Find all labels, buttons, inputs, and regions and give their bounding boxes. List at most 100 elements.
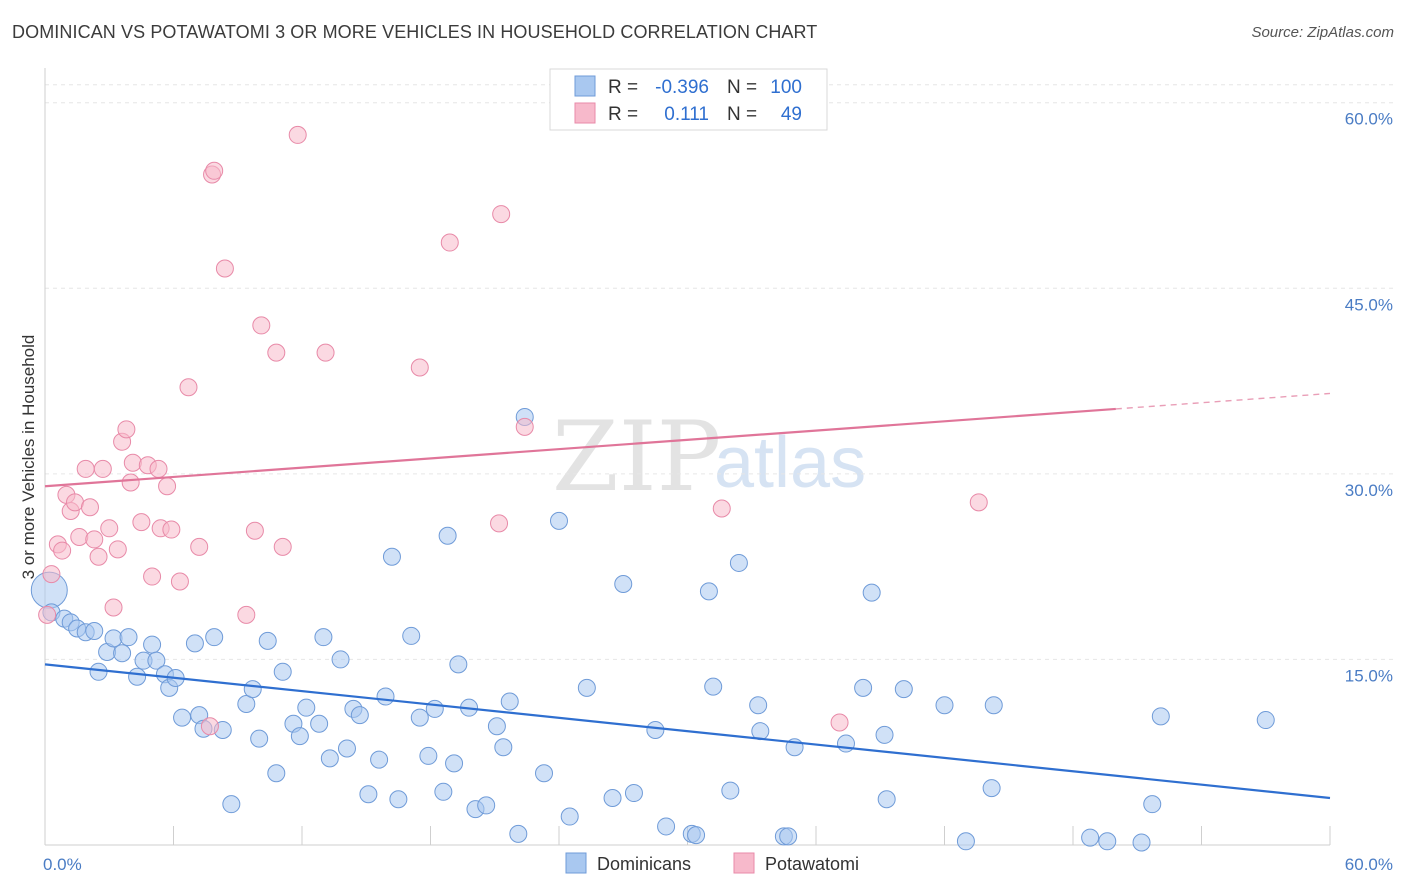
potawatomi-point xyxy=(65,493,84,512)
dominicans-point xyxy=(222,795,241,814)
dominicans-point xyxy=(267,764,286,783)
potawatomi-point xyxy=(712,499,731,518)
potawatomi-point xyxy=(273,537,292,556)
correlation-legend: R = -0.396 N = 100 R = 0.111 N = 49 xyxy=(549,68,828,131)
series-potawatomi xyxy=(38,125,988,736)
dominicans-point xyxy=(1256,711,1275,730)
bottom-legend-swatch-dominicans xyxy=(565,852,587,874)
potawatomi-point xyxy=(440,233,459,252)
dominicans-point xyxy=(577,678,596,697)
dominicans-point xyxy=(243,680,262,699)
potawatomi-point xyxy=(123,453,142,472)
potawatomi-point xyxy=(252,316,271,335)
dominicans-point xyxy=(509,824,528,843)
dominicans-point xyxy=(290,727,309,746)
dominicans-point xyxy=(359,785,378,804)
dominicans-point xyxy=(721,781,740,800)
potawatomi-point xyxy=(179,378,198,397)
y-tick-label: 30.0% xyxy=(1345,481,1393,500)
legend-r-value-2: 0.111 xyxy=(664,104,709,125)
dominicans-point xyxy=(320,749,339,768)
dominicans-point xyxy=(237,694,256,713)
dominicans-point xyxy=(419,746,438,765)
dominicans-point xyxy=(982,779,1001,798)
potawatomi-point xyxy=(288,125,307,144)
potawatomi-point xyxy=(132,513,151,532)
potawatomi-point xyxy=(53,541,72,560)
dominicans-point xyxy=(85,621,104,640)
potawatomi-point xyxy=(245,521,264,540)
dominicans-point xyxy=(297,698,316,717)
potawatomi-point xyxy=(117,420,136,439)
potawatomi-point xyxy=(80,498,99,517)
potawatomi-point xyxy=(969,493,988,512)
potawatomi-point xyxy=(190,537,209,556)
potawatomi-point xyxy=(490,514,509,533)
potawatomi-point xyxy=(162,520,181,539)
potawatomi-point xyxy=(316,343,335,362)
dominicans-point xyxy=(699,582,718,601)
legend-swatch-dominicans xyxy=(574,75,596,97)
dominicans-point xyxy=(128,667,147,686)
dominicans-point xyxy=(854,678,873,697)
dominicans-point xyxy=(624,784,643,803)
dominicans-point xyxy=(704,677,723,696)
watermark: ZIP atlas xyxy=(552,401,866,513)
dominicans-point xyxy=(603,788,622,807)
dominicans-point xyxy=(984,696,1003,715)
legend-box xyxy=(549,68,828,131)
potawatomi-point xyxy=(158,477,177,496)
dominicans-point xyxy=(1098,832,1117,851)
dominicans-point xyxy=(113,644,132,663)
dominicans-point xyxy=(273,662,292,681)
dominicans-point xyxy=(836,734,855,753)
dominicans-point xyxy=(143,635,162,654)
potawatomi-point xyxy=(76,459,95,478)
dominicans-point xyxy=(487,717,506,736)
potawatomi-point xyxy=(200,717,219,736)
dominicans-point xyxy=(389,790,408,809)
potawatomi-point xyxy=(830,713,849,732)
series-legend: Dominicans Potawatomi xyxy=(565,852,859,874)
dominicans-point xyxy=(350,706,369,725)
bottom-legend-swatch-potawatomi xyxy=(733,852,755,874)
dominicans-point xyxy=(382,547,401,566)
potawatomi-point xyxy=(85,530,104,549)
series-dominicans xyxy=(30,407,1275,852)
chart-title: DOMINICAN VS POTAWATOMI 3 OR MORE VEHICL… xyxy=(12,22,818,42)
dominicans-point xyxy=(560,807,579,826)
potawatomi-trend-extension xyxy=(1115,392,1331,410)
potawatomi-point xyxy=(70,527,89,546)
dominicans-point xyxy=(614,574,633,593)
potawatomi-point xyxy=(149,459,168,478)
watermark-atlas: atlas xyxy=(714,423,866,503)
legend-n-label-1: N = xyxy=(727,77,757,98)
y-tick-label: 15.0% xyxy=(1345,666,1393,685)
dominicans-point xyxy=(1151,707,1170,726)
dominicans-point xyxy=(89,662,108,681)
dominicans-point xyxy=(258,631,277,650)
dominicans-point xyxy=(250,729,269,748)
potawatomi-point xyxy=(108,540,127,559)
dominicans-point xyxy=(337,739,356,758)
dominicans-point xyxy=(935,696,954,715)
potawatomi-point xyxy=(89,547,108,566)
dominicans-point xyxy=(173,708,192,727)
legend-r-label-2: R = xyxy=(608,104,638,125)
dominicans-point xyxy=(1081,828,1100,847)
potawatomi-point xyxy=(170,572,189,591)
dominicans-point xyxy=(370,750,389,769)
dominicans-point xyxy=(104,629,123,648)
y-axis-label: 3 or more Vehicles in Household xyxy=(19,335,38,580)
dominicans-point xyxy=(445,754,464,773)
potawatomi-point xyxy=(215,259,234,278)
potawatomi-point xyxy=(143,567,162,586)
dominicans-point xyxy=(185,634,204,653)
dominicans-point xyxy=(147,651,166,670)
potawatomi-point xyxy=(42,565,61,584)
dominicans-point xyxy=(494,738,513,757)
potawatomi-point xyxy=(515,417,534,436)
x-axis-ticks xyxy=(44,826,1331,845)
dominicans-point xyxy=(956,832,975,851)
dominicans-point xyxy=(402,626,421,645)
